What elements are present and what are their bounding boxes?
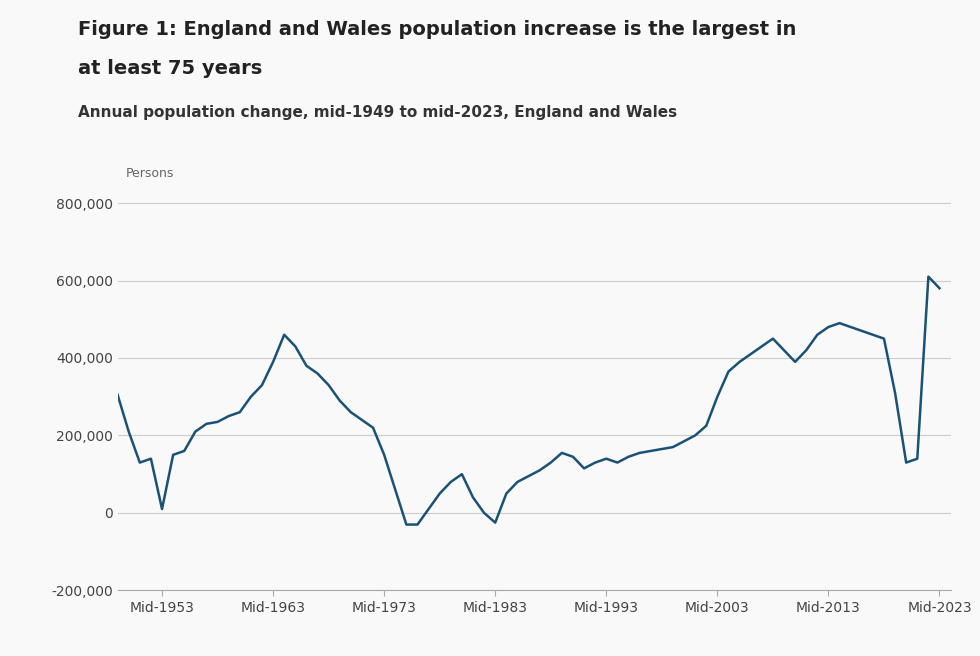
Text: Figure 1: England and Wales population increase is the largest in: Figure 1: England and Wales population i… [78, 20, 797, 39]
Text: Persons: Persons [125, 167, 174, 180]
Text: Annual population change, mid-1949 to mid-2023, England and Wales: Annual population change, mid-1949 to mi… [78, 105, 677, 120]
Text: at least 75 years: at least 75 years [78, 59, 263, 78]
